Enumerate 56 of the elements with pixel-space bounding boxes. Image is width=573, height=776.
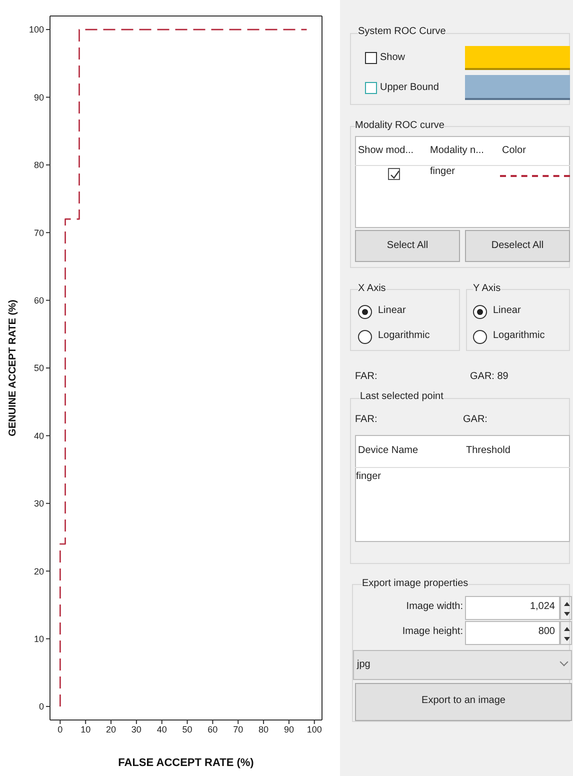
- text: Select All: [386, 240, 430, 251]
- text: Logarithmic: [493, 330, 545, 341]
- text: FAR:: [355, 371, 378, 382]
- text: Deselect All: [490, 240, 545, 251]
- text: GAR: 89: [470, 371, 508, 382]
- x-tick-label: 90: [284, 724, 294, 734]
- text: Color: [502, 145, 526, 156]
- text: Export to an image: [420, 695, 506, 706]
- y-tick-label: 80: [34, 160, 44, 170]
- text: Logarithmic: [378, 330, 430, 341]
- x-tick-label: 50: [182, 724, 192, 734]
- text: Linear: [493, 305, 521, 316]
- x-tick-label: 20: [106, 724, 116, 734]
- y-tick-label: 0: [38, 702, 44, 712]
- text: 800: [538, 626, 555, 637]
- y-tick-label: 50: [34, 363, 44, 374]
- x-axis-title: FALSE ACCEPT RATE (%): [118, 757, 254, 769]
- y-tick-label: 60: [34, 296, 44, 306]
- x-tick-label: 30: [131, 724, 142, 734]
- text: GAR:: [463, 414, 488, 425]
- y-tick-label: 100: [28, 24, 44, 35]
- text: jpg: [357, 659, 370, 670]
- text: Image height:: [402, 626, 463, 637]
- text: Device Name: [358, 445, 418, 456]
- text: finger: [356, 471, 382, 482]
- text: Show: [380, 52, 406, 63]
- y-tick-label: 90: [34, 92, 44, 102]
- y-tick-label: 20: [34, 566, 44, 576]
- text: System ROC Curve: [358, 26, 446, 37]
- text: Modality ROC curve: [355, 120, 444, 131]
- text: Threshold: [466, 445, 510, 456]
- text: Linear: [378, 305, 406, 316]
- y-tick-label: 70: [34, 228, 44, 238]
- text: X Axis: [358, 283, 386, 294]
- x-tick-label: 10: [80, 724, 91, 734]
- x-tick-label: 40: [156, 724, 167, 734]
- line-series: [60, 28, 308, 708]
- text: Modality n...: [430, 145, 484, 156]
- text: FAR:: [355, 414, 378, 425]
- text: 1,024: [530, 601, 555, 612]
- x-tick-label: 100: [306, 724, 322, 734]
- y-axis-title: GENUINE ACCEPT RATE (%): [8, 300, 19, 436]
- x-tick-label: 0: [58, 724, 63, 734]
- y-tick-label: 40: [34, 430, 44, 441]
- text: Last selected point: [360, 391, 444, 402]
- text: Upper Bound: [380, 82, 439, 93]
- text: finger: [430, 166, 456, 177]
- text: Image width:: [406, 601, 463, 612]
- text: Y Axis: [473, 283, 501, 294]
- x-tick-label: 70: [233, 724, 244, 734]
- y-tick-label: 10: [34, 634, 44, 644]
- y-tick-label: 30: [34, 498, 44, 509]
- text: Export image properties: [362, 578, 468, 589]
- x-tick-label: 80: [258, 724, 269, 734]
- text: Show mod...: [358, 145, 414, 156]
- x-tick-label: 60: [208, 724, 218, 734]
